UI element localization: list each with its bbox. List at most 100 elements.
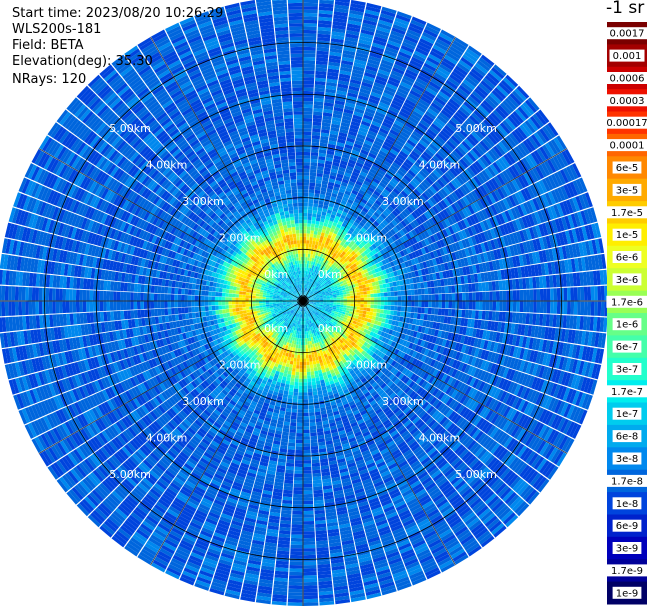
ppi-gate xyxy=(398,133,408,142)
ppi-gate xyxy=(363,304,368,308)
ppi-gate xyxy=(360,304,364,308)
ppi-gate xyxy=(323,108,333,114)
ppi-gate xyxy=(325,260,329,264)
ppi-gate xyxy=(401,295,405,301)
ppi-gate xyxy=(303,118,313,122)
ppi-gate xyxy=(389,148,399,156)
ppi-gate xyxy=(458,301,463,309)
ppi-gate xyxy=(339,294,344,297)
ppi-gate xyxy=(380,124,391,132)
ppi-gate xyxy=(310,264,313,269)
ppi-gate xyxy=(309,175,316,180)
ppi-gate xyxy=(314,255,318,260)
ppi-gate xyxy=(333,218,339,224)
ppi-gate xyxy=(303,131,312,136)
ppi-gate xyxy=(316,54,329,59)
ppi-gate xyxy=(310,250,314,255)
ppi-gate xyxy=(339,163,347,169)
ppi-gate xyxy=(318,256,323,261)
ppi-gate xyxy=(309,285,312,290)
ppi-gate xyxy=(346,303,351,306)
ppi-gate xyxy=(421,294,425,301)
ppi-gate xyxy=(415,104,427,114)
ppi-gate xyxy=(311,283,314,287)
ppi-gate xyxy=(310,162,318,167)
ppi-gate xyxy=(334,1,350,7)
ppi-gate xyxy=(349,9,364,16)
ppi-gate xyxy=(316,57,328,62)
ppi-gate xyxy=(337,83,349,89)
ppi-gate xyxy=(321,122,331,127)
ppi-gate xyxy=(346,213,352,219)
ppi-gate xyxy=(303,148,311,153)
ppi-gate xyxy=(326,188,333,193)
ppi-gate xyxy=(311,279,314,283)
ppi-gate xyxy=(318,242,322,247)
ppi-gate xyxy=(308,192,315,197)
ppi-gate xyxy=(317,26,332,32)
ppi-gate xyxy=(387,296,392,301)
ppi-gate xyxy=(344,190,351,196)
ppi-gate xyxy=(373,82,386,89)
ppi-gate xyxy=(307,209,313,214)
ppi-gate xyxy=(315,179,322,184)
ppi-gate xyxy=(303,155,311,159)
ppi-gate xyxy=(308,206,313,210)
ppi-gate xyxy=(370,124,380,131)
ppi-gate xyxy=(377,153,386,160)
ppi-gate xyxy=(355,207,362,213)
ppi-gate xyxy=(390,70,404,78)
ppi-gate xyxy=(310,226,315,231)
ppi-gate xyxy=(309,267,312,272)
ppi-gate xyxy=(434,287,439,294)
ppi-gate xyxy=(373,304,378,309)
ppi-gate xyxy=(342,53,355,59)
ppi-gate xyxy=(400,44,415,54)
ppi-gate xyxy=(316,169,324,174)
ppi-gate xyxy=(315,273,319,278)
ppi-gate xyxy=(539,288,544,301)
ppi-gate xyxy=(550,301,554,314)
ppi-gate xyxy=(309,274,312,279)
ppi-gate xyxy=(488,311,493,321)
ppi-gate xyxy=(431,47,445,58)
ppi-gate xyxy=(445,301,449,309)
ppi-gate xyxy=(303,179,310,183)
ppi-gate xyxy=(318,6,334,12)
ppi-gate xyxy=(329,133,338,139)
ppi-gate xyxy=(407,289,412,296)
ppi-gate xyxy=(316,263,320,267)
ppi-gate xyxy=(376,134,386,141)
ppi-gate xyxy=(318,152,326,157)
ppi-gate xyxy=(431,301,436,308)
ppi-gate xyxy=(429,50,444,61)
ppi-gate xyxy=(378,19,393,27)
ppi-gate xyxy=(412,53,426,63)
ppi-gate xyxy=(409,59,423,69)
ppi-gate xyxy=(328,178,336,184)
ppi-gate xyxy=(384,301,388,306)
ppi-gate xyxy=(501,280,506,291)
ppi-gate xyxy=(333,229,339,235)
ppi-gate xyxy=(389,33,404,42)
ppi-gate xyxy=(435,69,449,79)
ppi-gate xyxy=(312,118,322,123)
ppi-gate xyxy=(341,56,354,63)
ppi-gate xyxy=(546,288,551,301)
ppi-gate xyxy=(369,149,379,156)
ppi-gate xyxy=(377,305,381,309)
ppi-gate xyxy=(356,303,361,307)
ppi-gate xyxy=(370,293,375,298)
ppi-gate xyxy=(384,138,395,146)
ppi-gate xyxy=(330,297,334,300)
ppi-gate xyxy=(312,261,316,266)
ppi-gate xyxy=(411,86,423,96)
ppi-gate xyxy=(334,4,350,10)
ppi-gate xyxy=(316,173,323,178)
ppi-gate xyxy=(373,293,378,298)
ppi-gate xyxy=(451,301,456,309)
ppi-gate xyxy=(349,156,358,162)
ppi-gate xyxy=(492,291,497,301)
ppi-gate xyxy=(512,301,517,312)
ppi-gate xyxy=(444,308,449,316)
